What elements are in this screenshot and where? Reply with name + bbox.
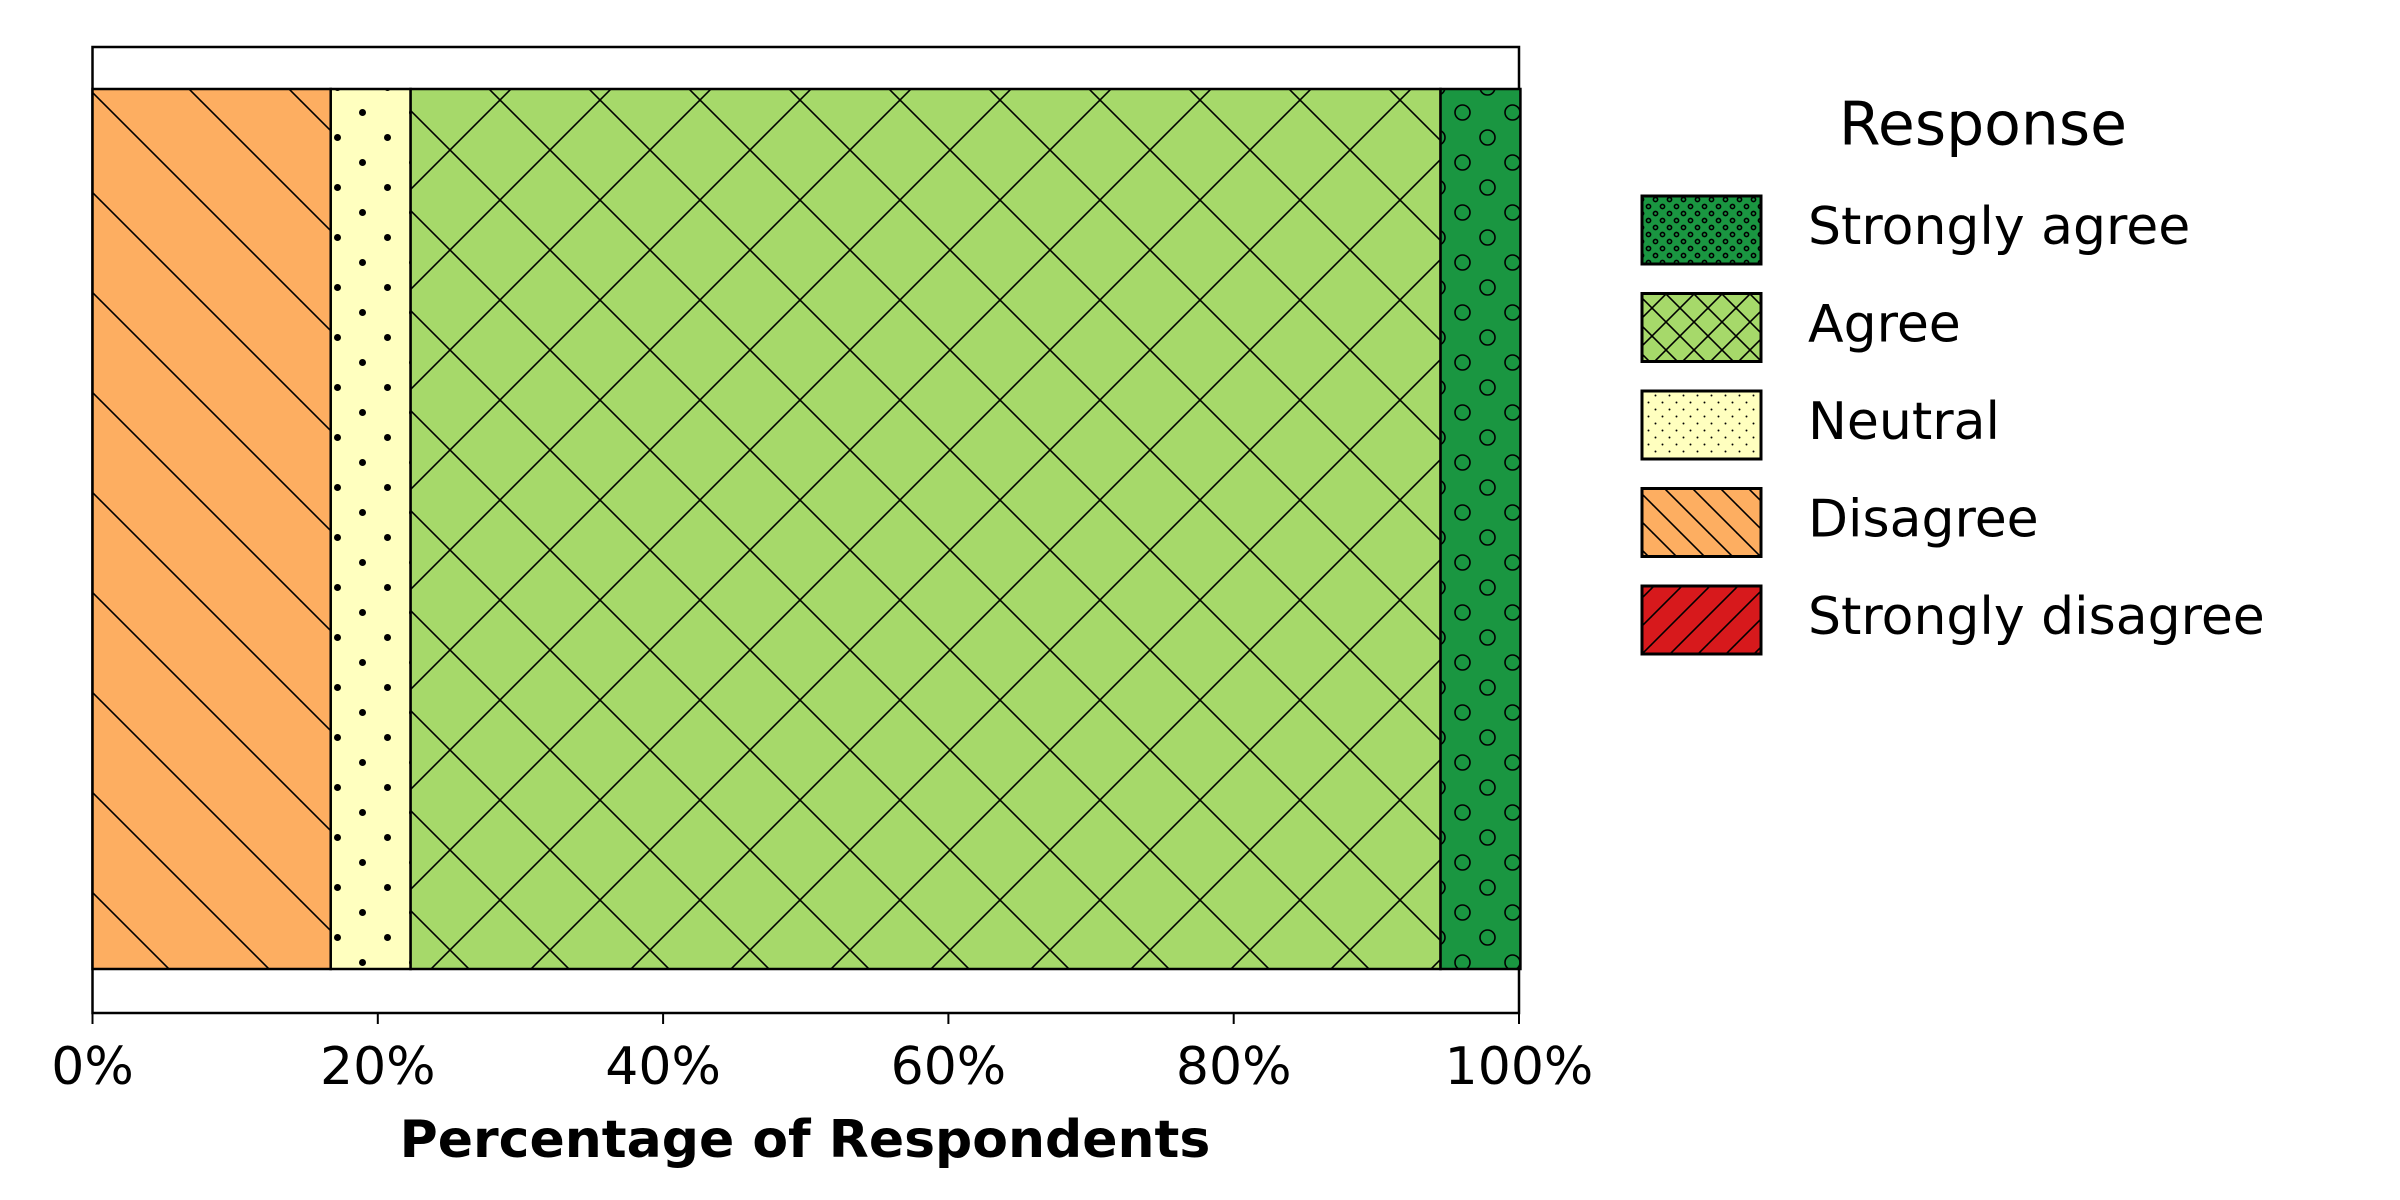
legend-swatch: [1640, 389, 1763, 461]
x-tick-label: 100%: [1445, 1037, 1594, 1097]
legend-swatch: [1640, 584, 1763, 656]
legend-label: Disagree: [1808, 490, 2039, 550]
x-tick-label: 20%: [320, 1037, 436, 1097]
x-tick-label: 80%: [1176, 1037, 1292, 1097]
x-axis-label: Percentage of Respondents: [400, 1110, 1211, 1170]
legend-swatch: [1640, 292, 1763, 363]
bar-segment: [409, 87, 1442, 971]
legend-swatch: [1640, 487, 1763, 558]
bar-segment: [91, 87, 332, 971]
legend-title: Response: [1839, 90, 2127, 160]
x-tick-label: 60%: [891, 1037, 1007, 1097]
bar-segment: [329, 87, 412, 971]
x-tick-label: 40%: [605, 1037, 721, 1097]
x-tick-label: 0%: [51, 1037, 134, 1097]
legend-label: Strongly disagree: [1808, 587, 2265, 647]
bar-segment: [1439, 87, 1522, 971]
legend-label: Agree: [1808, 295, 1961, 355]
legend-label: Neutral: [1808, 392, 2000, 452]
legend-swatch: [1640, 194, 1763, 266]
legend-label: Strongly agree: [1808, 197, 2190, 257]
